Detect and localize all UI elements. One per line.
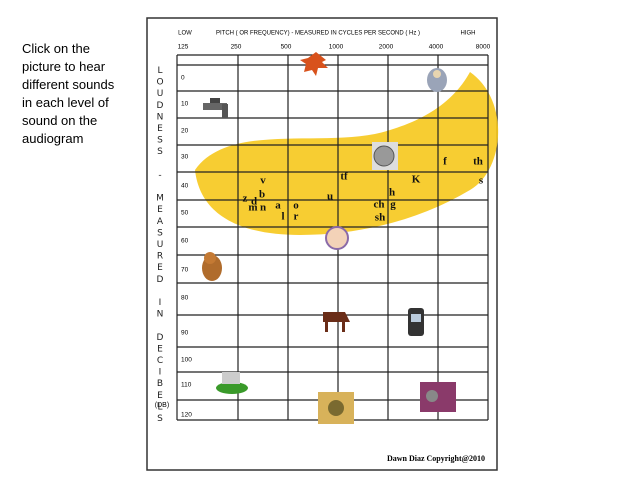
speech-sound: tf [340, 171, 348, 183]
frequency-label: 500 [281, 44, 292, 51]
high-label: HIGH [461, 31, 476, 37]
instructions: Click on the picture to hear different sou… [22, 40, 114, 148]
speech-sound: o [293, 200, 299, 212]
speech-sound: r [294, 211, 299, 223]
piano-icon[interactable] [323, 312, 350, 332]
speech-sound: l [281, 211, 284, 223]
low-label: LOW [178, 31, 192, 37]
axis-unit: (DB) [155, 402, 169, 409]
instruction-line: sound on the [22, 113, 98, 128]
leaf-icon[interactable] [300, 52, 328, 76]
speech-sound: b [259, 189, 265, 201]
speech-sound: m [248, 202, 257, 214]
phone-icon[interactable] [408, 308, 424, 336]
speech-banana [195, 72, 499, 235]
frequency-label: 8000 [476, 44, 491, 51]
instruction-line: Click on the [22, 41, 90, 56]
level-label: 80 [181, 295, 189, 302]
level-label: 100 [181, 357, 192, 364]
level-label: 40 [181, 183, 189, 190]
speech-sound: d [251, 196, 257, 208]
baby-icon[interactable] [325, 226, 349, 250]
mower-icon[interactable] [216, 372, 248, 394]
y-axis-label: LOUDNESS - MEASURED IN DECIBELS [155, 66, 165, 426]
frequency-label: 4000 [429, 44, 444, 51]
instruction-line: in each level of [22, 95, 109, 110]
speech-sound: a [275, 200, 281, 212]
instruction-line: picture to hear [22, 59, 106, 74]
level-label: 70 [181, 267, 189, 274]
speech-sound: f [443, 156, 447, 168]
speech-sound: z [243, 193, 248, 205]
level-label: 110 [181, 382, 192, 389]
level-label: 10 [181, 101, 189, 108]
level-label: 0 [181, 75, 185, 82]
bird-icon[interactable] [427, 68, 447, 92]
frequency-label: 1000 [329, 44, 344, 51]
level-label: 30 [181, 154, 189, 161]
jet-icon[interactable] [318, 392, 354, 424]
speech-sound: h [389, 187, 395, 199]
clock-icon[interactable] [372, 142, 398, 170]
instruction-line: different sounds [22, 77, 115, 92]
axis-title: PITCH ( OR FREQUENCY) - MEASURED IN CYCL… [216, 31, 420, 37]
level-label: 120 [181, 412, 192, 419]
chainsaw-icon[interactable] [420, 382, 456, 412]
speech-sound: g [390, 199, 396, 211]
speech-sound: sh [375, 212, 385, 224]
level-label: 90 [181, 330, 189, 337]
speech-sound: K [412, 174, 421, 186]
instruction-line: audiogram [22, 131, 84, 146]
faucet-icon[interactable] [203, 98, 228, 118]
level-label: 20 [181, 128, 189, 135]
speech-sound: u [327, 191, 333, 203]
speech-sound: n [260, 202, 266, 214]
frequency-label: 125 [178, 44, 189, 51]
speech-sound: v [260, 175, 266, 187]
level-label: 50 [181, 210, 189, 217]
speech-sound: ch [374, 199, 385, 211]
speech-sound: th [473, 156, 483, 168]
level-label: 60 [181, 238, 189, 245]
dog-icon[interactable] [202, 252, 222, 281]
speech-sound: s [479, 175, 484, 187]
frequency-label: 250 [231, 44, 242, 51]
grid [176, 54, 489, 421]
frequency-label: 2000 [379, 44, 394, 51]
copyright: Dawn Diaz Copyright@2010 [387, 454, 485, 463]
